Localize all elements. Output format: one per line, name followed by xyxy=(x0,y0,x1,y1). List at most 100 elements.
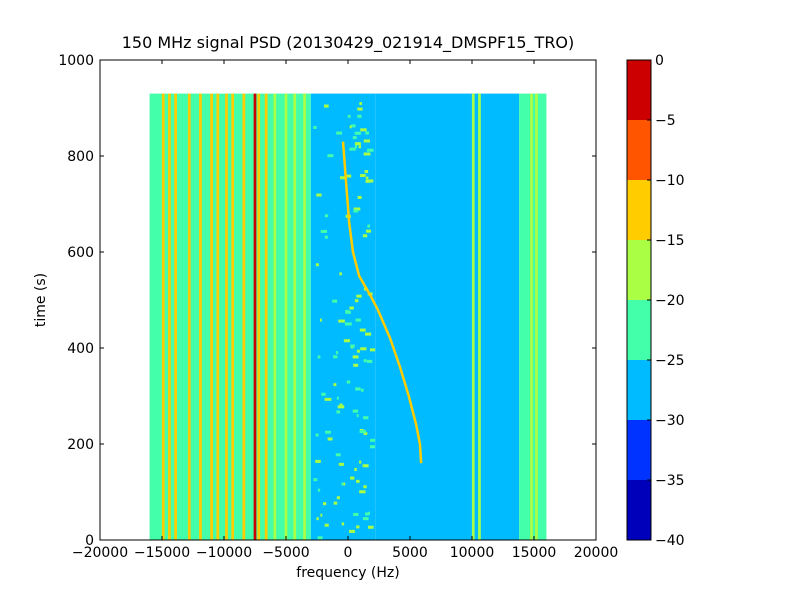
heatmap-cell xyxy=(367,511,370,515)
heatmap-cell xyxy=(356,349,361,353)
spectral-line xyxy=(535,93,538,540)
x-axis: −20000 −15000 −10000 −5000 0 5000 10000 15000 20… xyxy=(72,60,618,561)
heatmap-cell xyxy=(333,355,338,359)
heatmap-cell xyxy=(354,145,358,149)
heatmap-cell xyxy=(360,128,367,132)
colorbar-tick-label: −25 xyxy=(655,353,685,369)
spectral-line xyxy=(231,93,235,540)
heatmap-cell xyxy=(315,459,321,463)
x-tick-label: −5000 xyxy=(262,545,309,561)
heatmap-cell xyxy=(360,347,367,351)
heatmap-cell xyxy=(367,224,371,228)
heatmap-cell xyxy=(336,410,341,414)
spectral-line xyxy=(216,93,220,540)
heatmap-cell xyxy=(357,195,362,199)
colorbar-band xyxy=(627,120,651,180)
heatmap-cell xyxy=(370,438,376,442)
heatmap-cell xyxy=(345,322,352,326)
heatmap-cell xyxy=(324,397,332,401)
heatmap-cell xyxy=(349,147,356,151)
heatmap-cell xyxy=(352,355,359,359)
heatmap-cell xyxy=(324,523,329,527)
colorbar-band xyxy=(627,360,651,420)
heatmap-cell xyxy=(317,355,321,359)
colorbar-tick-label: −15 xyxy=(655,233,685,249)
spectral-line xyxy=(257,93,261,540)
heatmap-cell xyxy=(320,318,322,322)
heatmap-cell xyxy=(339,176,346,180)
heatmap-cell xyxy=(365,512,369,516)
x-tick-label: −15000 xyxy=(134,545,190,561)
heatmap-cell xyxy=(362,234,368,238)
heatmap-cell xyxy=(357,107,363,111)
heatmap-cell xyxy=(354,142,361,146)
colorbar-band xyxy=(627,300,651,360)
heatmap-cell xyxy=(337,405,345,409)
heatmap-cell xyxy=(359,460,362,464)
y-tick-label: 800 xyxy=(67,149,94,165)
heatmap-cell xyxy=(332,299,338,303)
heatmap-cell xyxy=(363,432,368,436)
spectral-line xyxy=(253,93,257,540)
x-tick-label: 15000 xyxy=(512,545,557,561)
colorbar-band xyxy=(627,60,651,120)
heatmap-cell xyxy=(333,383,337,387)
heatmap-cell xyxy=(357,114,362,118)
x-tick-label: 5000 xyxy=(392,545,428,561)
colorbar-tick-label: −40 xyxy=(655,533,685,549)
heatmap-cell xyxy=(336,396,339,400)
spectral-line xyxy=(303,93,306,540)
heatmap-cell xyxy=(367,525,374,529)
x-tick-label: 10000 xyxy=(450,545,495,561)
spectral-line xyxy=(478,93,481,540)
heatmap-cell xyxy=(320,229,328,233)
spectral-line xyxy=(168,93,171,540)
y-axis: 0 200 400 600 800 1000 xyxy=(58,53,596,549)
spectral-line xyxy=(187,93,191,540)
heatmap-cell xyxy=(356,414,359,418)
spectral-line xyxy=(284,93,288,540)
heatmap-cell xyxy=(349,529,355,533)
heatmap-cell xyxy=(327,437,333,441)
heatmap-cell xyxy=(355,318,361,322)
heatmap-cell xyxy=(365,176,369,180)
colorbar-tick-label: −30 xyxy=(655,413,685,429)
colorbar-band xyxy=(627,180,651,240)
heatmap-cell xyxy=(341,482,344,486)
heatmap-cell xyxy=(315,433,319,437)
x-tick-label: 20000 xyxy=(574,545,619,561)
heatmap-cell xyxy=(354,131,361,135)
heatmap-cell xyxy=(365,179,371,183)
heatmap-cell xyxy=(338,319,345,323)
heatmap-cell xyxy=(324,104,329,108)
heatmap-cell xyxy=(364,170,369,174)
heatmap-cell xyxy=(324,235,328,239)
heatmap-cell xyxy=(365,131,370,135)
heatmap-cell xyxy=(324,214,329,218)
heatmap-cell xyxy=(363,359,367,363)
x-axis-label: frequency (Hz) xyxy=(296,565,399,581)
heatmap-cell xyxy=(369,348,376,352)
heatmap-cell xyxy=(361,388,364,392)
doppler-trace xyxy=(341,141,423,464)
colorbar-tick-label: −35 xyxy=(655,473,685,489)
heatmap-cell xyxy=(349,306,354,310)
heatmap-cell xyxy=(317,536,323,540)
colorbar-tick-label: 0 xyxy=(655,53,664,69)
heatmap-cell xyxy=(359,430,366,434)
spectral-line xyxy=(225,93,228,540)
heatmap-region xyxy=(375,93,470,540)
heatmap-cell xyxy=(342,482,346,486)
heatmap-cell xyxy=(352,136,356,140)
heatmap-cell xyxy=(345,310,351,314)
heatmap-cell xyxy=(320,513,323,517)
heatmap-cell xyxy=(335,351,339,355)
heatmap-cell xyxy=(354,467,357,471)
spectral-line xyxy=(293,93,297,540)
y-tick-label: 200 xyxy=(67,437,94,453)
heatmap-cell xyxy=(363,416,369,420)
heatmap-cell xyxy=(354,136,357,140)
y-tick-label: 600 xyxy=(67,245,94,261)
heatmap-cell xyxy=(354,299,359,303)
